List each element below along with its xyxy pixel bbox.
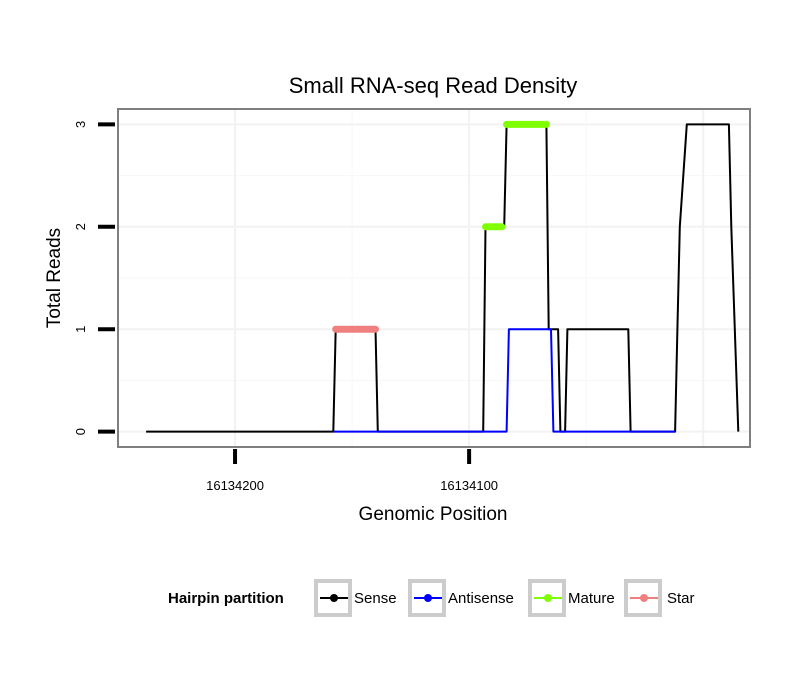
y-axis: 0 1 2 3 [73, 121, 115, 435]
legend: Hairpin partition Sense Antisense Mature St… [168, 579, 695, 617]
y-tick-label: 3 [73, 121, 88, 128]
legend-label-star: Star [667, 590, 695, 607]
legend-title: Hairpin partition [168, 590, 284, 607]
legend-swatch-point [640, 594, 648, 602]
legend-label-sense: Sense [354, 590, 397, 607]
y-tick-label: 0 [73, 428, 88, 435]
series-line-sense [146, 123, 740, 433]
legend-swatch-point [544, 594, 552, 602]
legend-label-mature: Mature [568, 590, 615, 607]
legend-swatch-point [424, 594, 432, 602]
x-axis: 16134200 16134100 [206, 449, 498, 493]
y-tick-label: 1 [73, 326, 88, 333]
chart-title: Small RNA-seq Read Density [289, 73, 578, 98]
y-tick-label: 2 [73, 223, 88, 230]
x-axis-title: Genomic Position [359, 504, 508, 525]
legend-key-antisense [408, 579, 446, 617]
legend-label-antisense: Antisense [448, 590, 514, 607]
y-axis-title: Total Reads [44, 228, 65, 328]
x-tick-label: 16134100 [440, 478, 498, 493]
legend-swatch-point [330, 594, 338, 602]
series-layer [146, 120, 740, 433]
x-tick-label: 16134200 [206, 478, 264, 493]
plot-border [117, 108, 751, 448]
series-line-antisense [333, 328, 676, 433]
